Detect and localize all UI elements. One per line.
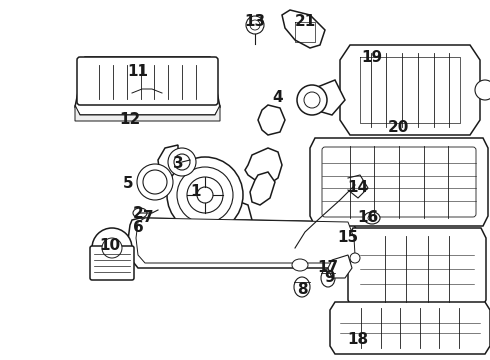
- Polygon shape: [136, 218, 355, 263]
- Ellipse shape: [350, 253, 360, 263]
- Ellipse shape: [177, 167, 233, 223]
- Polygon shape: [75, 105, 220, 121]
- Text: 16: 16: [357, 211, 379, 225]
- Ellipse shape: [364, 212, 380, 224]
- Polygon shape: [245, 148, 282, 185]
- Polygon shape: [340, 45, 480, 135]
- Ellipse shape: [187, 177, 223, 213]
- Ellipse shape: [197, 187, 213, 203]
- Polygon shape: [310, 80, 345, 115]
- FancyBboxPatch shape: [77, 57, 218, 105]
- Ellipse shape: [92, 228, 132, 268]
- Polygon shape: [75, 57, 220, 115]
- Text: 10: 10: [99, 238, 121, 252]
- FancyBboxPatch shape: [322, 147, 476, 217]
- Ellipse shape: [475, 80, 490, 100]
- Text: 2: 2: [133, 206, 144, 220]
- Polygon shape: [330, 302, 490, 354]
- Ellipse shape: [102, 238, 122, 258]
- Text: 13: 13: [245, 14, 266, 30]
- Polygon shape: [258, 105, 285, 135]
- Text: 9: 9: [325, 270, 335, 285]
- Text: 17: 17: [318, 261, 339, 275]
- Ellipse shape: [143, 170, 167, 194]
- Polygon shape: [250, 172, 275, 205]
- Ellipse shape: [297, 85, 327, 115]
- Text: 19: 19: [362, 50, 383, 66]
- Ellipse shape: [174, 154, 190, 170]
- Text: 6: 6: [133, 220, 144, 235]
- Text: 12: 12: [120, 112, 141, 127]
- Text: 14: 14: [347, 180, 368, 195]
- Text: 7: 7: [143, 211, 153, 225]
- Ellipse shape: [304, 92, 320, 108]
- Polygon shape: [348, 228, 486, 310]
- Ellipse shape: [167, 157, 243, 233]
- Ellipse shape: [137, 164, 173, 200]
- Text: 11: 11: [127, 64, 148, 80]
- FancyBboxPatch shape: [90, 246, 134, 280]
- Text: 1: 1: [191, 184, 201, 199]
- Polygon shape: [328, 255, 352, 278]
- Polygon shape: [282, 10, 325, 48]
- Text: 8: 8: [296, 283, 307, 297]
- Polygon shape: [128, 218, 360, 268]
- Ellipse shape: [246, 16, 264, 34]
- Polygon shape: [158, 145, 252, 248]
- Text: 3: 3: [172, 156, 183, 171]
- Text: 4: 4: [273, 90, 283, 105]
- Ellipse shape: [294, 277, 310, 297]
- Text: 15: 15: [338, 230, 359, 246]
- Ellipse shape: [292, 259, 308, 271]
- Text: 5: 5: [122, 175, 133, 190]
- Ellipse shape: [250, 20, 260, 30]
- Polygon shape: [310, 138, 488, 226]
- Text: 21: 21: [294, 14, 316, 30]
- Text: 20: 20: [387, 121, 409, 135]
- Polygon shape: [182, 170, 232, 222]
- Ellipse shape: [368, 215, 376, 221]
- Text: 18: 18: [347, 333, 368, 347]
- Ellipse shape: [168, 148, 196, 176]
- Ellipse shape: [133, 208, 147, 218]
- Ellipse shape: [321, 269, 335, 287]
